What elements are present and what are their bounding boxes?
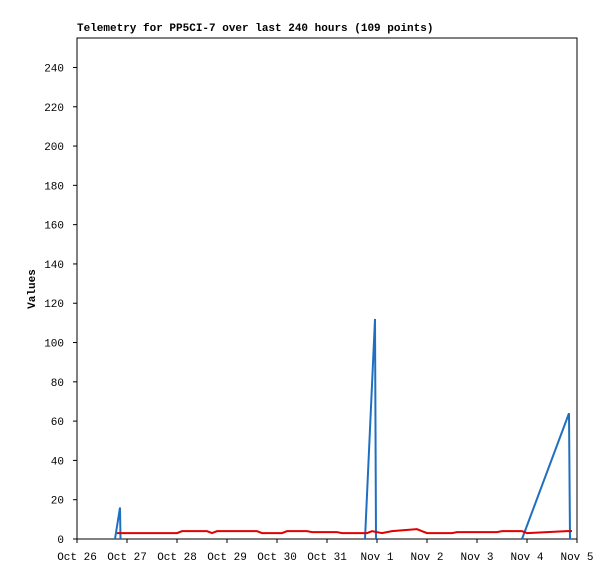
x-tick-label: Nov 4 xyxy=(510,552,543,564)
x-tick-label: Nov 3 xyxy=(460,552,493,564)
x-tick-label: Oct 31 xyxy=(307,552,347,564)
x-tick-label: Nov 1 xyxy=(360,552,393,564)
series-line xyxy=(117,528,572,535)
x-tick-label: Oct 26 xyxy=(57,552,97,564)
y-tick-label: 220 xyxy=(44,103,64,115)
y-tick-label: 100 xyxy=(44,339,64,351)
y-tick-label: 120 xyxy=(44,299,64,311)
series-line xyxy=(114,318,571,540)
y-tick-label: 40 xyxy=(51,456,64,468)
y-tick-label: 160 xyxy=(44,221,64,233)
y-tick-label: 60 xyxy=(51,417,64,429)
y-axis-label: Values xyxy=(27,269,39,309)
x-tick-label: Oct 27 xyxy=(107,552,147,564)
plot-area xyxy=(76,37,578,540)
x-tick-label: Nov 2 xyxy=(410,552,443,564)
y-tick-label: 180 xyxy=(44,181,64,193)
x-tick-label: Oct 28 xyxy=(157,552,197,564)
y-tick-label: 80 xyxy=(51,378,64,390)
x-tick-label: Oct 30 xyxy=(257,552,297,564)
x-tick-label: Oct 29 xyxy=(207,552,247,564)
chart-title: Telemetry for PP5CI-7 over last 240 hour… xyxy=(77,23,433,35)
y-tick-label: 20 xyxy=(51,496,64,508)
y-tick-label: 200 xyxy=(44,142,64,154)
y-tick-label: 140 xyxy=(44,260,64,272)
x-tick-label: Nov 5 xyxy=(560,552,593,564)
y-tick-label: 0 xyxy=(57,535,64,547)
y-tick-label: 240 xyxy=(44,63,64,75)
